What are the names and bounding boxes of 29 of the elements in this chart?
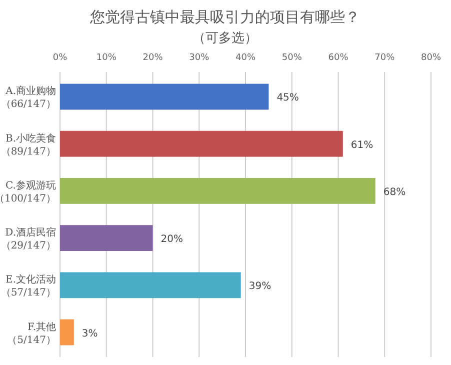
- x-tick-label: 80%: [420, 53, 442, 63]
- bar: [60, 178, 376, 204]
- chart-subtitle: （可多选）: [192, 31, 258, 46]
- bar: [60, 84, 269, 110]
- bar: [60, 225, 153, 252]
- x-tick-label: 10%: [96, 53, 117, 63]
- chart-title: 您觉得古镇中最具吸引力的项目有哪些？: [89, 8, 360, 26]
- bar: [60, 319, 74, 346]
- x-tick-label: 50%: [282, 53, 302, 63]
- y-tick-label: C.参观游玩（100/147）: [0, 179, 56, 204]
- y-tick-label: A.商业购物（66/147）: [0, 85, 56, 110]
- y-tick-label: D.酒店民宿（29/147）: [0, 226, 56, 252]
- y-tick-label: E.文化活动（57/147）: [0, 274, 56, 299]
- x-tick-label: 70%: [374, 53, 396, 63]
- bar: [60, 130, 343, 157]
- data-label: 39%: [248, 281, 272, 292]
- x-tick-label: 40%: [235, 53, 256, 63]
- y-tick-label: B.小吃美食（89/147）: [0, 132, 56, 158]
- x-tick-label: 60%: [328, 53, 349, 63]
- x-tick-label: 20%: [142, 53, 164, 63]
- x-tick-label: 0%: [52, 53, 68, 63]
- data-label: 61%: [350, 140, 374, 151]
- data-label: 68%: [383, 186, 406, 198]
- data-label: 20%: [160, 234, 183, 246]
- bar: [60, 272, 241, 298]
- data-label: 3%: [82, 328, 98, 340]
- y-tick-label: F.其他（5/147）: [7, 320, 56, 346]
- data-label: 45%: [276, 92, 299, 104]
- x-tick-label: 30%: [189, 53, 210, 63]
